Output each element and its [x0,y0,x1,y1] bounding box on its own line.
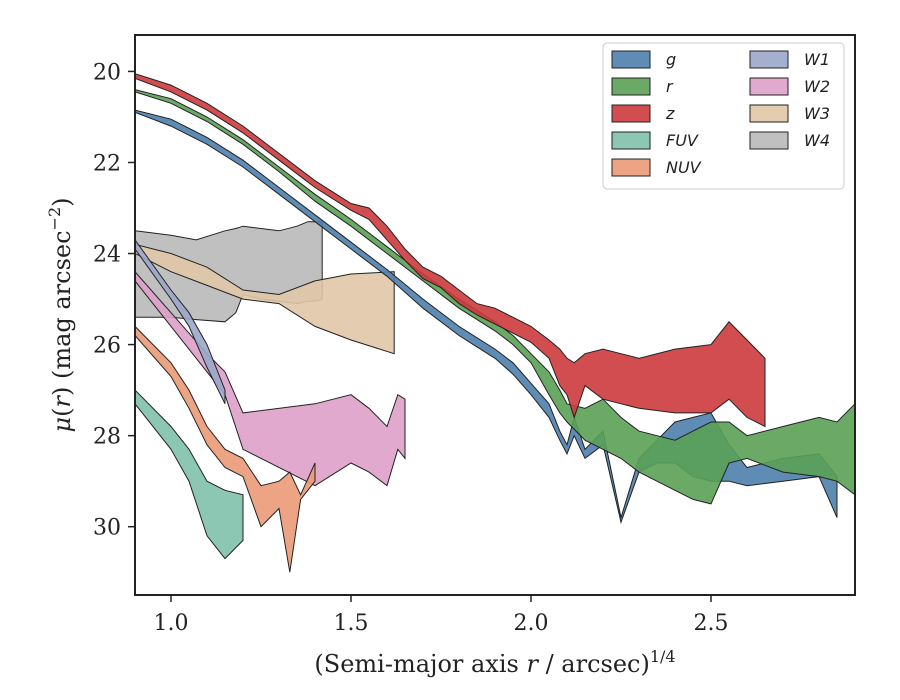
legend-label-nuv: NUV [666,158,702,177]
legend-swatch-w3 [749,104,789,123]
series-band-w3 [135,243,395,355]
legend-label-w2: W2 [804,77,830,96]
legend-swatch-w4 [749,131,789,150]
y-tick-label: 28 [93,425,121,450]
y-tick-label: 22 [93,151,121,176]
legend-swatch-r [611,77,651,96]
x-tick-label: 1.5 [334,611,369,636]
x-tick-label: 2.0 [514,611,549,636]
legend-label-r: r [666,77,674,96]
plot-frame [134,34,856,596]
y-tick-label: 24 [93,243,121,268]
series-band-z [135,73,766,428]
legend-label-w1: W1 [804,50,830,69]
legend-swatch-w1 [749,50,789,69]
legend-label-w4: W4 [804,131,830,150]
legend-label-g: g [666,50,676,69]
series-band-fuv [135,389,244,560]
y-tick-label: 26 [93,334,121,359]
y-axis-ticks: 20 22 24 26 28 30 [93,60,135,541]
x-axis-label-exponent: 1/4 [650,647,676,666]
x-axis-label: (Semi-major axis r / arcsec)1/4 [314,647,675,678]
legend-label-w3: W3 [804,104,830,123]
y-tick-label: 30 [93,516,121,541]
series-band-nuv [135,325,316,573]
legend-label-fuv: FUV [666,131,699,150]
series-band-g [135,109,838,524]
series-band-w1 [135,239,226,405]
legend-swatch-nuv [611,158,651,177]
x-tick-label: 1.0 [154,611,189,636]
y-tick-label: 20 [93,60,121,85]
legend-swatch-w2 [749,77,789,96]
y-axis-label: μ(r) (mag arcsec−2) [45,197,76,432]
series-layer [135,73,855,573]
legend-label-z: z [665,104,675,123]
x-tick-label: 2.5 [694,611,729,636]
legend-swatch-g [611,50,651,69]
legend-swatch-fuv [611,131,651,150]
x-axis-ticks: 1.0 1.5 2.0 2.5 [154,595,729,636]
legend-swatch-z [611,104,651,123]
legend: grz FUV NUV W1 W2 W3 W4 [602,42,845,190]
